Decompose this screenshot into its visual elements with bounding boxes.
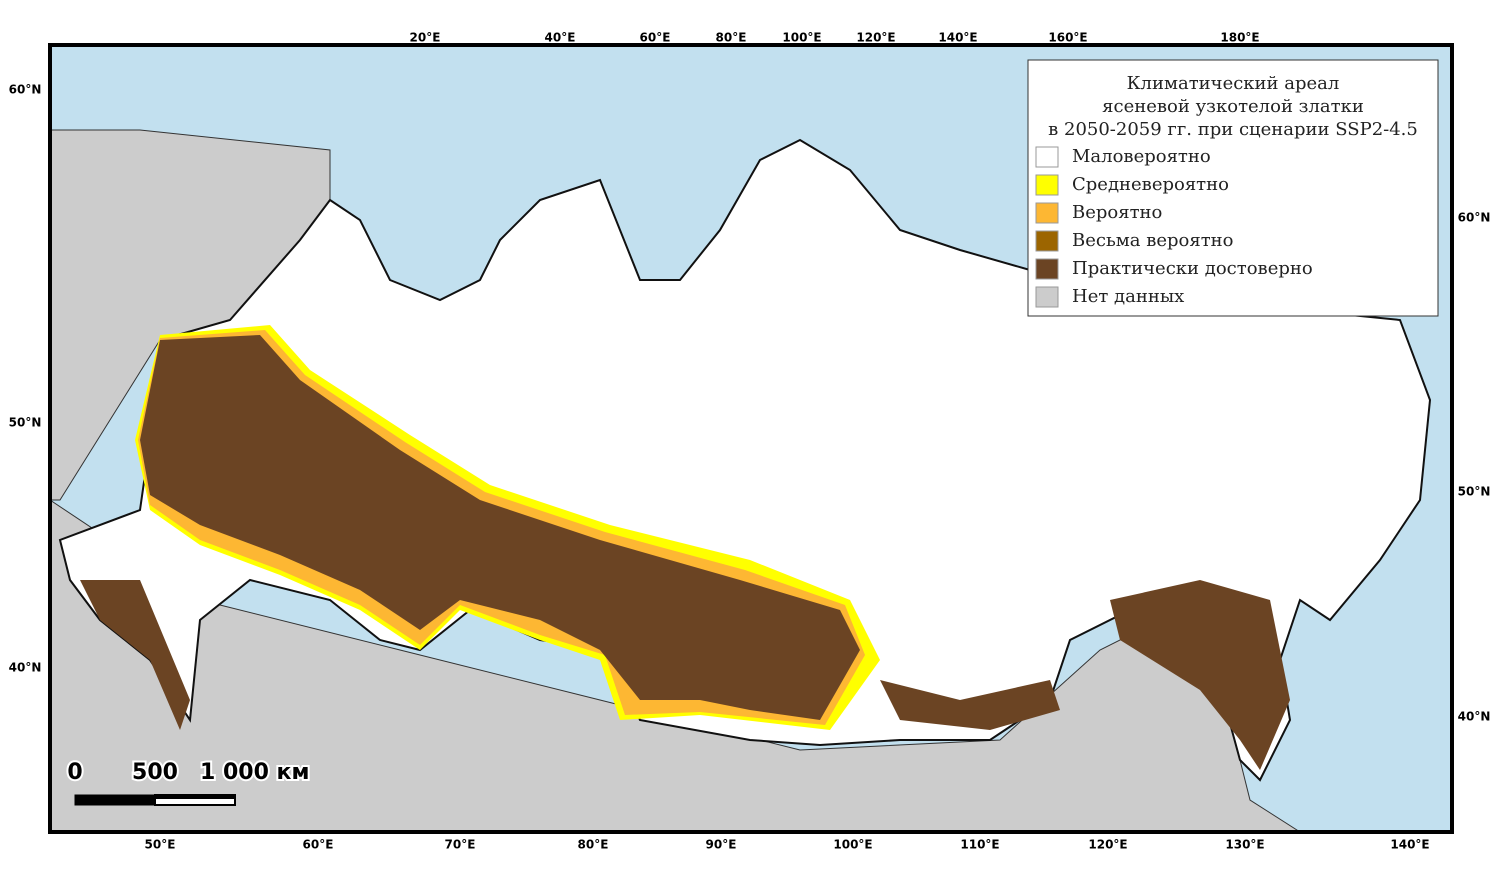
scale-bar xyxy=(74,794,156,806)
graticule-label: 120°E xyxy=(856,31,895,45)
scale-bar xyxy=(155,795,235,799)
legend-label: Маловероятно xyxy=(1072,146,1211,167)
map-frame xyxy=(48,43,1454,834)
graticule-label: 90°E xyxy=(706,838,737,852)
graticule-label: 70°E xyxy=(445,838,476,852)
graticule-label: 60°N xyxy=(9,83,42,97)
graticule-label: 180°E xyxy=(1220,31,1259,45)
legend-title: Климатический ареал xyxy=(1127,73,1340,94)
zone-certain xyxy=(880,680,1060,730)
graticule-label: 40°N xyxy=(9,661,42,675)
legend-label: Вероятно xyxy=(1072,202,1162,223)
legend-title: ясеневой узкотелой златки xyxy=(1102,96,1364,117)
scale-label: 1 000 км xyxy=(200,760,309,785)
graticule-label: 60°N xyxy=(1458,211,1491,225)
graticule-label: 80°E xyxy=(578,838,609,852)
graticule-label: 100°E xyxy=(833,838,872,852)
graticule-label: 160°E xyxy=(1048,31,1087,45)
legend-label: Практически достоверно xyxy=(1072,258,1313,279)
legend-box xyxy=(1027,59,1439,317)
zone-certain xyxy=(1110,580,1290,770)
legend-swatch xyxy=(1035,174,1059,196)
legend-swatch xyxy=(1035,230,1059,252)
graticule-label: 60°E xyxy=(303,838,334,852)
graticule-label: 80°E xyxy=(716,31,747,45)
graticule-label: 100°E xyxy=(782,31,821,45)
legend-swatch xyxy=(1035,146,1059,168)
graticule-label: 40°N xyxy=(1458,710,1491,724)
legend-swatch xyxy=(1035,258,1059,280)
graticule-label: 140°E xyxy=(938,31,977,45)
graticule-label: 130°E xyxy=(1225,838,1264,852)
legend-swatch xyxy=(1035,202,1059,224)
graticule-label: 40°E xyxy=(545,31,576,45)
graticule-label: 50°N xyxy=(1458,485,1491,499)
legend-label: Средневероятно xyxy=(1072,174,1229,195)
graticule-label: 50°N xyxy=(9,416,42,430)
graticule-label: 60°E xyxy=(640,31,671,45)
zone-certain xyxy=(80,580,190,730)
graticule-label: 110°E xyxy=(960,838,999,852)
legend-label: Нет данных xyxy=(1072,286,1184,307)
zone-certain xyxy=(140,335,860,720)
legend-swatch xyxy=(1035,286,1059,308)
legend-title: в 2050-2059 гг. при сценарии SSP2-4.5 xyxy=(1048,119,1418,140)
legend-label: Весьма вероятно xyxy=(1072,230,1234,251)
scale-label: 0 xyxy=(67,760,82,785)
graticule-label: 120°E xyxy=(1088,838,1127,852)
graticule-label: 140°E xyxy=(1390,838,1429,852)
scale-label: 500 xyxy=(132,760,178,785)
graticule-label: 20°E xyxy=(410,31,441,45)
graticule-label: 50°E xyxy=(145,838,176,852)
